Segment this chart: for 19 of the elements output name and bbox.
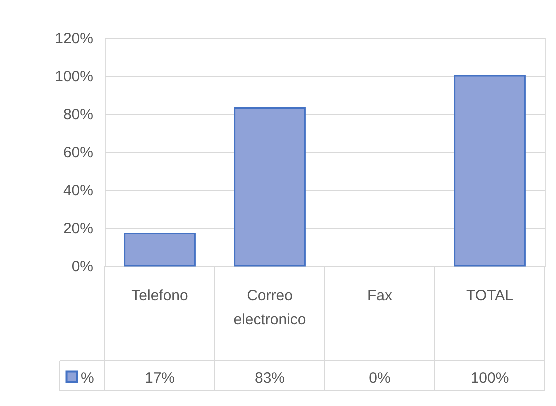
text: 100%: [470, 370, 510, 387]
bar: [454, 75, 526, 267]
y-tick-label: 120%: [55, 30, 94, 48]
x-tick-label: TOTAL: [466, 288, 514, 304]
y-tick-label: 20%: [63, 220, 94, 238]
y-tick-label: 60%: [63, 144, 94, 162]
legend-label: %: [81, 370, 94, 387]
text: 17%: [144, 370, 176, 387]
text: 0%: [369, 370, 391, 387]
text: 83%: [254, 370, 286, 387]
y-tick-label: 0%: [72, 258, 94, 276]
x-tick-label: Correo electronico: [234, 288, 306, 328]
bar: [234, 108, 306, 267]
bar: [124, 232, 196, 267]
y-tick-label: 100%: [55, 68, 94, 86]
x-tick-label: Fax: [367, 288, 393, 304]
y-tick-label: 40%: [63, 182, 94, 200]
x-tick-label: Telefono: [132, 288, 188, 304]
y-tick-label: 80%: [63, 106, 94, 124]
